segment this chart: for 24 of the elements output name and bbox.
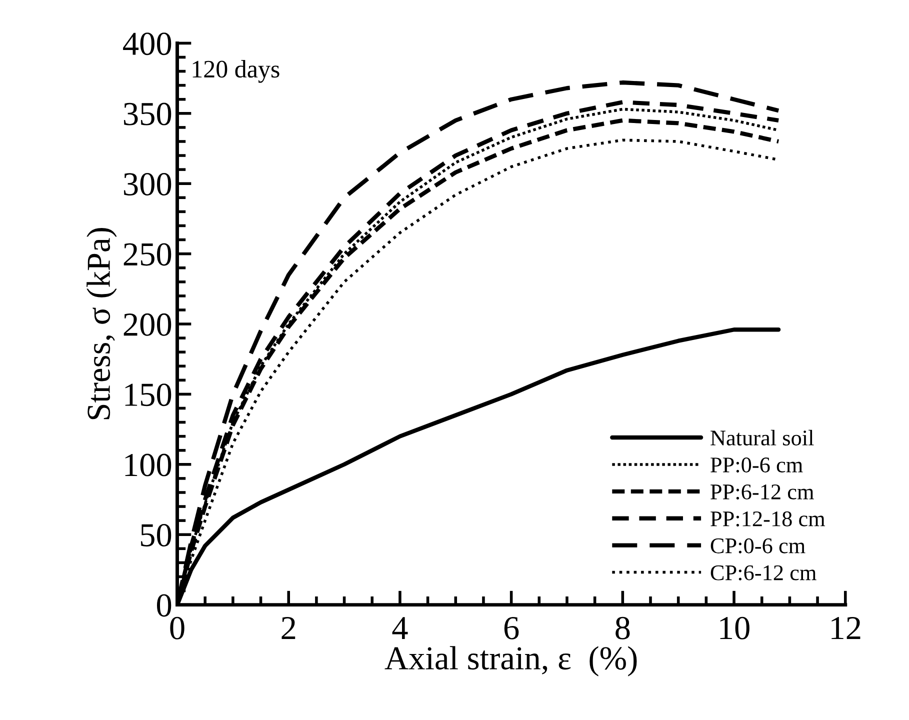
legend-label: PP:6-12 cm bbox=[710, 484, 814, 500]
y-tick-label: 0 bbox=[157, 594, 172, 617]
x-tick-label: 8 bbox=[616, 616, 630, 640]
x-axis-title: Axial strain, ε (%) bbox=[384, 646, 637, 676]
legend-label: Natural soil bbox=[710, 430, 814, 446]
y-tick-label: 250 bbox=[124, 243, 172, 266]
x-tick-label: 2 bbox=[282, 616, 296, 640]
x-tick-label: 4 bbox=[392, 617, 408, 640]
annotation: 120 days bbox=[192, 60, 280, 83]
legend-label: PP:0-6 cm bbox=[710, 457, 803, 473]
y-tick-label: 100 bbox=[125, 454, 172, 476]
y-tick-label: 50 bbox=[141, 524, 172, 546]
y-tick-label: 300 bbox=[124, 173, 172, 196]
y-tick-label: 400 bbox=[123, 32, 172, 56]
y-tick-label: 200 bbox=[124, 313, 172, 336]
legend-label: PP:12-18 cm bbox=[710, 511, 826, 526]
x-tick-label: 10 bbox=[720, 616, 750, 640]
legend-label: CP:0-6 cm bbox=[710, 538, 806, 554]
y-tick-label: 350 bbox=[124, 102, 172, 126]
x-tick-label: 6 bbox=[504, 616, 519, 640]
legend-label: CP:6-12 cm bbox=[710, 565, 816, 580]
y-tick-label: 150 bbox=[125, 384, 172, 406]
y-axis-title: Stress, σ (kPa) bbox=[86, 228, 117, 420]
x-tick-label: 12 bbox=[832, 616, 860, 640]
